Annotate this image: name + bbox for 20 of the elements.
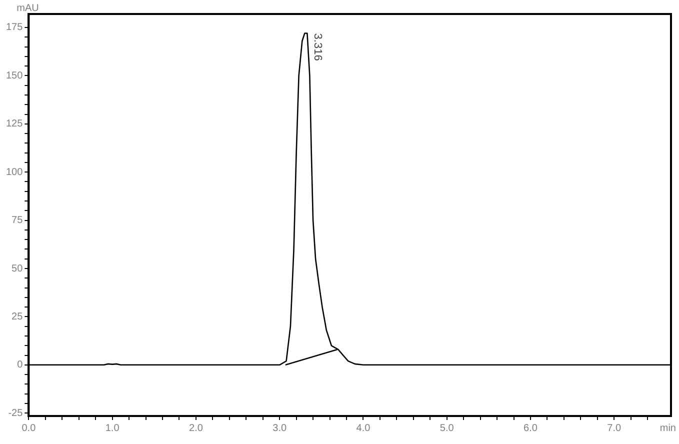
- x-tick-label: 3.0: [272, 422, 287, 434]
- x-axis-title: min: [660, 422, 676, 434]
- y-tick-label: 75: [12, 215, 24, 226]
- x-tick-label: 0.0: [22, 422, 36, 434]
- y-tick-label: 150: [6, 70, 24, 82]
- y-tick-label: 125: [6, 118, 24, 130]
- y-tick-label: -25: [8, 408, 24, 419]
- y-tick-label: 50: [12, 263, 24, 274]
- x-tick-label: 1.0: [105, 422, 120, 434]
- annotation: 3.316: [312, 33, 324, 61]
- x-tick-label: 4.0: [356, 422, 371, 434]
- y-tick-label: 25: [12, 311, 24, 322]
- y-tick-label: 100: [6, 166, 24, 178]
- x-tick-label: 5.0: [440, 422, 454, 434]
- y-axis-title: mAU: [16, 2, 39, 14]
- x-tick-label: 2.0: [189, 422, 204, 434]
- x-tick-label: 6.0: [524, 422, 538, 434]
- y-tick-label: 0: [17, 360, 24, 371]
- y-tick-label: 175: [6, 22, 24, 34]
- x-tick-label: 7.0: [607, 422, 622, 434]
